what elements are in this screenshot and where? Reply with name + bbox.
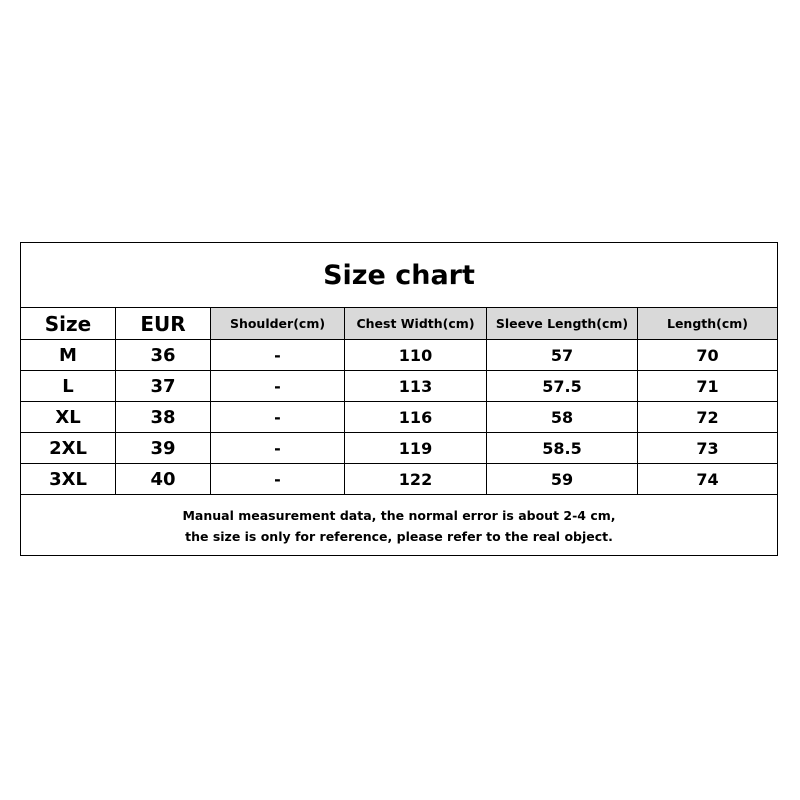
table-title: Size chart	[21, 243, 777, 308]
cell-chest-width: 119	[345, 433, 487, 463]
cell-sleeve-length: 58	[487, 402, 638, 432]
cell-eur: 37	[116, 371, 211, 401]
cell-size: L	[21, 371, 116, 401]
measurement-note: Manual measurement data, the normal erro…	[21, 495, 777, 557]
cell-chest-width: 110	[345, 340, 487, 370]
table-row: 2XL 39-119 58.5 73	[21, 433, 777, 464]
cell-sleeve-length: 58.5	[487, 433, 638, 463]
cell-shoulder: -	[211, 402, 345, 432]
cell-size: XL	[21, 402, 116, 432]
header-shoulder: Shoulder(cm)	[211, 308, 345, 339]
cell-length: 74	[696, 469, 719, 489]
cell-length: 70	[696, 345, 719, 365]
cell-sleeve-length: 59	[487, 464, 638, 494]
cell-length: 73	[696, 438, 719, 458]
header-row: Size EUR Shoulder(cm) Chest Width(cm) Sl…	[21, 308, 777, 340]
cell-chest-width: 122	[345, 464, 487, 494]
table-row: 3XL 40-122 59 74	[21, 464, 777, 495]
cell-shoulder: -	[211, 433, 345, 463]
header-eur: EUR	[116, 308, 211, 339]
cell-size: 3XL	[21, 464, 116, 494]
header-chest-width: Chest Width(cm)	[345, 308, 487, 339]
cell-sleeve-length: 57	[487, 340, 638, 370]
cell-length: 71	[696, 376, 719, 396]
cell-shoulder: -	[211, 340, 345, 370]
cell-chest-width: 116	[345, 402, 487, 432]
table-row: M 36-110 57 70	[21, 340, 777, 371]
cell-length: 72	[696, 407, 719, 427]
note-line-2: the size is only for reference, please r…	[185, 529, 613, 544]
cell-shoulder: -	[211, 371, 345, 401]
cell-eur: 36	[116, 340, 211, 370]
table-row: XL 38-116 58 72	[21, 402, 777, 433]
table-row: L 37-113 57.5 71	[21, 371, 777, 402]
cell-eur: 39	[116, 433, 211, 463]
cell-size: M	[21, 340, 116, 370]
cell-shoulder: -	[211, 464, 345, 494]
cell-eur: 38	[116, 402, 211, 432]
header-sleeve-length: Sleeve Length(cm)	[487, 308, 638, 339]
cell-size: 2XL	[21, 433, 116, 463]
cell-chest-width: 113	[345, 371, 487, 401]
cell-sleeve-length: 57.5	[487, 371, 638, 401]
note-line-1: Manual measurement data, the normal erro…	[182, 508, 616, 523]
header-length: Length(cm)	[638, 308, 777, 339]
cell-eur: 40	[116, 464, 211, 494]
header-size: Size	[21, 308, 116, 339]
size-chart-table: Size chart Size EUR Shoulder(cm) Chest W…	[20, 242, 778, 556]
